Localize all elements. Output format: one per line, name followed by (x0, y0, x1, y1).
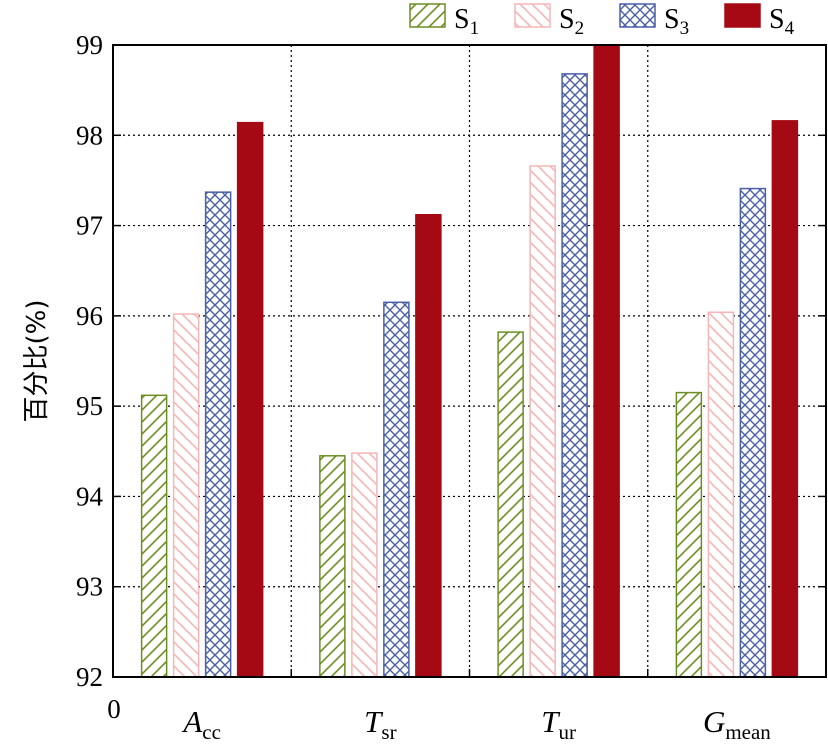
bar (383, 301, 410, 678)
legend-swatch (724, 3, 761, 28)
x-tick-label: Gmean (703, 704, 771, 744)
y-tick-label: 96 (76, 301, 103, 331)
bars (140, 44, 799, 678)
y-tick-label: 93 (76, 572, 103, 602)
y-tick-label: 97 (76, 211, 103, 241)
bar (319, 455, 346, 678)
legend-swatch (409, 3, 446, 28)
y-axis: 92 93 94 95 96 97 98 99 (76, 30, 826, 692)
bar (593, 44, 620, 678)
bar (561, 73, 588, 678)
bar (140, 394, 168, 678)
legend-swatch (619, 3, 656, 28)
legend-label: S3 (664, 4, 689, 39)
legend-label: S2 (559, 4, 584, 39)
y-axis-label: 百分比(%) (22, 300, 52, 423)
bar (771, 120, 799, 678)
y-tick-label: 95 (76, 391, 103, 421)
gridlines (113, 45, 826, 677)
y-tick-label: 99 (76, 30, 103, 60)
bar (415, 213, 442, 678)
y-tick-label: 94 (76, 481, 104, 511)
bar (204, 191, 232, 678)
origin-label: 0 (107, 694, 121, 724)
y-tick-label: 92 (76, 662, 103, 692)
x-tick-label: Tur (541, 704, 576, 744)
x-tick-label: Tsr (364, 704, 396, 744)
legend: S1 S2 S3 S4 (409, 3, 795, 39)
bar (236, 121, 264, 678)
legend-swatch (514, 3, 551, 28)
y-tick-label: 98 (76, 120, 103, 150)
bar (497, 331, 524, 678)
bar (707, 311, 735, 678)
bar (739, 187, 767, 678)
x-axis: Acc Tsr Tur Gmean (181, 669, 771, 744)
legend-label: S4 (769, 4, 795, 39)
bar (351, 452, 378, 678)
legend-label: S1 (454, 4, 479, 39)
x-tick-label: Acc (181, 704, 221, 744)
bar (172, 313, 200, 678)
bar (529, 165, 556, 678)
bar (675, 391, 703, 678)
